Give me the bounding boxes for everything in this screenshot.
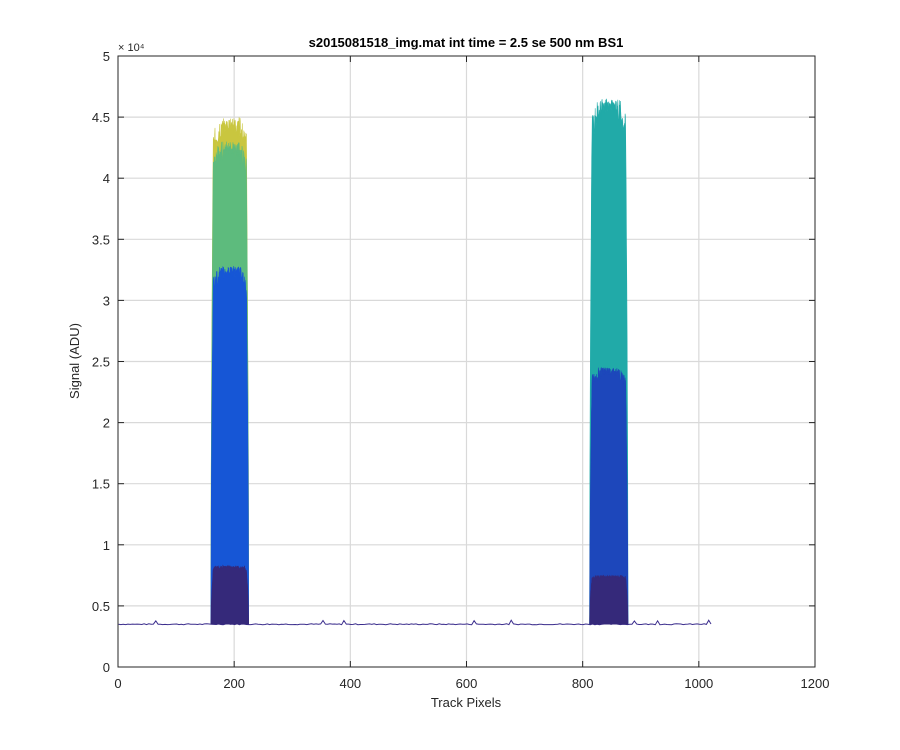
y-tick-label: 5 — [103, 49, 110, 64]
peak-left-layer — [210, 564, 250, 625]
y-tick-label: 4.5 — [92, 110, 110, 125]
y-axis-label: Signal (ADU) — [67, 323, 82, 399]
x-tick-label: 600 — [456, 676, 478, 691]
ticks: 0 200 400 600 800 1000 1200 0 0.5 1 1.5 2 2.5 3 3.5 4 4.… — [92, 49, 830, 691]
y-tick-label: 0 — [103, 660, 110, 675]
y-tick-label: 1.5 — [92, 477, 110, 492]
x-tick-label: 1200 — [801, 676, 830, 691]
peak-right-layer — [589, 366, 629, 625]
y-tick-label: 3.5 — [92, 232, 110, 247]
x-tick-label: 0 — [114, 676, 121, 691]
peak-left-layer — [210, 266, 250, 625]
y-exponent-label: × 10⁴ — [118, 42, 145, 54]
y-tick-label: 2 — [103, 416, 110, 431]
y-tick-label: 1 — [103, 538, 110, 553]
x-tick-label: 800 — [572, 676, 594, 691]
x-tick-label: 1000 — [684, 676, 713, 691]
chart-title: s2015081518_img.mat int time = 2.5 se 50… — [309, 35, 624, 50]
y-tick-label: 3 — [103, 293, 110, 308]
y-tick-label: 2.5 — [92, 355, 110, 370]
y-tick-label: 0.5 — [92, 599, 110, 614]
x-tick-label: 400 — [339, 676, 361, 691]
y-tick-label: 4 — [103, 171, 110, 186]
peak-right-layer — [589, 574, 629, 625]
data-layer — [118, 98, 712, 626]
x-axis-label: Track Pixels — [431, 695, 502, 710]
x-tick-label: 200 — [223, 676, 245, 691]
